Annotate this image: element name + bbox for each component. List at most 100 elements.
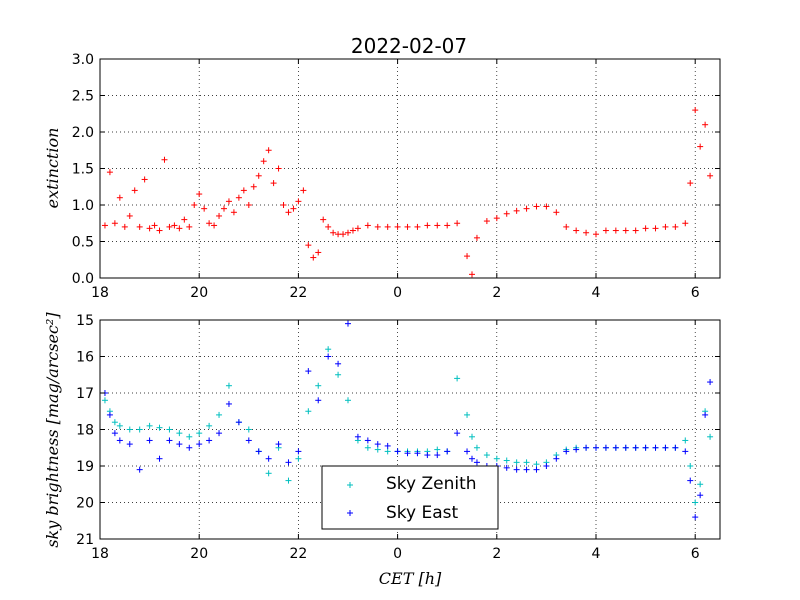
extinction-point: [533, 203, 540, 210]
extinction-x-tick-label: 6: [691, 285, 700, 301]
extinction-point: [260, 158, 267, 165]
sky-zenith-point: [186, 433, 193, 440]
extinction-y-tick-label: 2.0: [72, 125, 94, 141]
extinction-point: [295, 198, 302, 205]
sky-east-point: [166, 437, 173, 444]
extinction-y-tick-label: 2.5: [72, 89, 94, 105]
extinction-point: [270, 180, 277, 187]
extinction-point: [469, 271, 475, 278]
extinction-point: [672, 223, 679, 230]
extinction-point: [146, 225, 153, 232]
sky-zenith-point: [245, 426, 252, 433]
sky-zenith-point: [225, 382, 232, 389]
sky-zenith-point: [265, 470, 272, 477]
extinction-point: [280, 202, 287, 208]
sky-zenith-point: [136, 426, 143, 433]
extinction-point: [513, 207, 520, 214]
sky-zenith-point: [503, 457, 510, 464]
sky-brightness-y-ticks: 15 16 17 18 19 20 21: [76, 313, 720, 548]
sky-east-point: [573, 446, 580, 453]
sky-east-point: [662, 444, 669, 451]
extinction-y-axis-label: extinction: [43, 128, 62, 209]
sky-zenith-point: [493, 455, 500, 462]
sky-east-point: [196, 441, 203, 448]
sky-brightness-y-tick-label: 18: [76, 423, 94, 439]
extinction-point: [116, 194, 123, 201]
sky-east-point: [275, 441, 282, 448]
sky-east-point: [206, 437, 213, 444]
sky-east-point: [374, 441, 381, 448]
extinction-point: [523, 205, 530, 212]
legend-label-sky-east: Sky East: [386, 503, 459, 523]
extinction-point: [320, 216, 327, 223]
extinction-point: [201, 205, 208, 212]
extinction-y-tick-label: 1.0: [72, 198, 94, 214]
sky-zenith-point: [464, 411, 471, 418]
sky-brightness-x-tick-label: 20: [190, 546, 208, 562]
extinction-point: [305, 242, 312, 249]
sky-zenith-point: [687, 463, 694, 469]
sky-zenith-point: [374, 446, 381, 453]
extinction-point: [206, 220, 213, 227]
extinction-point: [340, 231, 347, 238]
sky-east-point: [642, 444, 649, 451]
sky-zenith-point: [483, 452, 490, 459]
sky-east-point: [632, 444, 639, 451]
sky-east-point: [225, 400, 232, 407]
sky-east-point: [394, 448, 401, 455]
sky-east-point: [469, 455, 475, 462]
sky-brightness-y-tick-label: 17: [76, 386, 94, 402]
extinction-x-tick-label: 18: [91, 285, 109, 301]
legend-marker-sky-zenith: [347, 482, 353, 488]
extinction-point: [483, 218, 490, 225]
extinction-point: [111, 220, 118, 227]
sky-east-point: [687, 477, 694, 484]
sky-zenith-point: [305, 408, 312, 415]
extinction-point: [106, 169, 113, 176]
extinction-point: [503, 210, 510, 217]
extinction-point: [275, 165, 282, 172]
sky-zenith-point: [101, 397, 108, 404]
sky-east-point: [454, 430, 461, 437]
sky-east-point: [126, 441, 133, 448]
sky-east-point: [682, 448, 689, 455]
sky-east-point: [702, 411, 709, 418]
sky-east-point: [513, 466, 520, 473]
extinction-point: [612, 227, 619, 234]
sky-zenith-point: [364, 444, 371, 451]
extinction-point: [682, 220, 689, 227]
extinction-point: [632, 227, 639, 234]
extinction-point: [240, 187, 247, 194]
sky-zenith-point: [692, 499, 699, 506]
sky-zenith-point: [295, 455, 302, 462]
sky-east-point: [116, 437, 123, 444]
extinction-point: [364, 222, 371, 229]
sky-east-point: [305, 368, 312, 375]
extinction-point: [692, 107, 699, 114]
sky-zenith-point: [315, 382, 322, 389]
sky-zenith-point: [166, 426, 173, 433]
extinction-point: [156, 227, 163, 234]
extinction-point: [354, 225, 361, 232]
sky-east-point: [612, 444, 619, 451]
sky-east-point: [707, 379, 714, 386]
sky-east-point: [602, 444, 609, 451]
sky-brightness-y-tick-label: 19: [76, 459, 94, 475]
extinction-y-ticks: 0.0 0.5 1.0 1.5 2.0 2.5 3.0: [72, 52, 720, 287]
extinction-point: [374, 223, 381, 230]
sky-zenith-point: [533, 461, 540, 468]
extinction-point: [176, 225, 183, 232]
extinction-point: [196, 191, 203, 198]
sky-brightness-x-tick-label: 0: [393, 546, 402, 562]
sky-east-point: [652, 444, 659, 451]
extinction-y-tick-label: 3.0: [72, 52, 94, 68]
sky-east-point: [523, 466, 530, 473]
extinction-point: [404, 223, 411, 230]
sky-east-point: [543, 463, 550, 469]
sky-east-point: [335, 360, 342, 367]
extinction-point: [151, 222, 158, 229]
sky-zenith-point: [384, 448, 391, 455]
sky-zenith-point: [146, 422, 153, 429]
sky-east-point: [464, 448, 471, 455]
legend-markers: [347, 482, 353, 516]
